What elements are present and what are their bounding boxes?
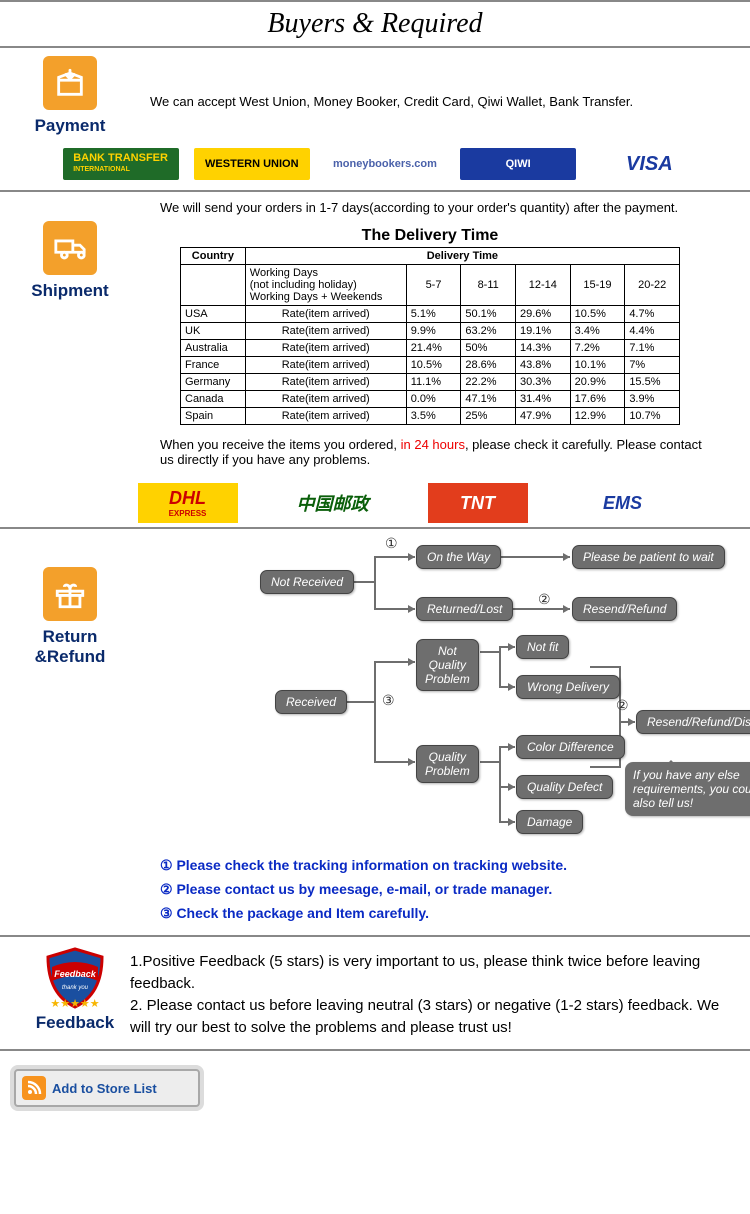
returns-flowchart: ① ② ③ ② Not Received On the Way Returned… [120,537,750,837]
payment-icon [43,56,97,110]
feedback-title: Feedback [20,1013,130,1033]
node-notfit: Not fit [516,635,569,659]
carrier-logo: TNT [428,483,528,523]
node-received: Received [275,690,347,714]
node-wrongdelivery: Wrong Delivery [516,675,620,699]
feedback-section: Feedback thank you ★★★★★ Feedback 1.Posi… [0,937,750,1049]
node-rrd: Resend/Refund/Discount [636,710,750,734]
carrier-logos: DHLEXPRESS 中国邮政 TNT EMS [0,473,750,527]
payment-logo: VISA [591,148,707,180]
feedback-text-2: 2. Please contact us before leaving neut… [130,995,730,1039]
page-title: Buyers & Required [0,2,750,46]
rss-icon [22,1076,46,1100]
payment-title: Payment [20,116,120,136]
feedback-text-1: 1.Positive Feedback (5 stars) is very im… [130,951,730,995]
shipment-intro: We will send your orders in 1-7 days(acc… [0,192,750,221]
returns-title: Return &Refund [20,627,120,667]
feedback-badge-icon: Feedback thank you ★★★★★ [40,947,110,1011]
node-qualitydefect: Quality Defect [516,775,613,799]
node-damage: Damage [516,810,583,834]
payment-logos: BANK TRANSFERINTERNATIONAL WESTERN UNION m… [0,142,750,190]
returns-section: Return &Refund ① ② ③ [0,529,750,849]
node-ontheway: On the Way [416,545,501,569]
carrier-logo: 中国邮政 [283,483,383,523]
store-button-label: Add to Store List [52,1081,157,1096]
node-patient: Please be patient to wait [572,545,725,569]
shipment-note: When you receive the items you ordered, … [0,431,750,473]
svg-text:Feedback: Feedback [54,969,97,979]
add-to-store-list-button[interactable]: Add to Store List [14,1069,200,1107]
payment-text: We can accept West Union, Money Booker, … [120,56,730,119]
payment-logo: moneybookers.com [325,148,445,180]
returns-legend: ① Please check the tracking information … [0,849,750,935]
payment-logo: WESTERN UNION [194,148,310,180]
delivery-table-title: The Delivery Time [130,227,730,245]
svg-text:thank you: thank you [62,985,89,991]
node-resendrefund: Resend/Refund [572,597,677,621]
node-not-received: Not Received [260,570,354,594]
carrier-logo: EMS [573,483,673,523]
payment-logo: QIWI [460,148,576,180]
node-colordiff: Color Difference [516,735,625,759]
shipment-icon [43,221,97,275]
payment-logo: BANK TRANSFERINTERNATIONAL [63,148,179,180]
gift-icon [43,567,97,621]
node-returnedlost: Returned/Lost [416,597,513,621]
speech-bubble: If you have any else requirements, you c… [625,762,750,816]
shipment-title: Shipment [20,281,120,301]
payment-section: Payment We can accept West Union, Money … [0,48,750,142]
carrier-logo: DHLEXPRESS [138,483,238,523]
svg-text:★★★★★: ★★★★★ [50,998,99,1010]
node-quality: Quality Problem [416,745,479,783]
delivery-table: CountryDelivery TimeWorking Days(not inc… [180,247,680,425]
node-notquality: Not Quality Problem [416,639,479,691]
